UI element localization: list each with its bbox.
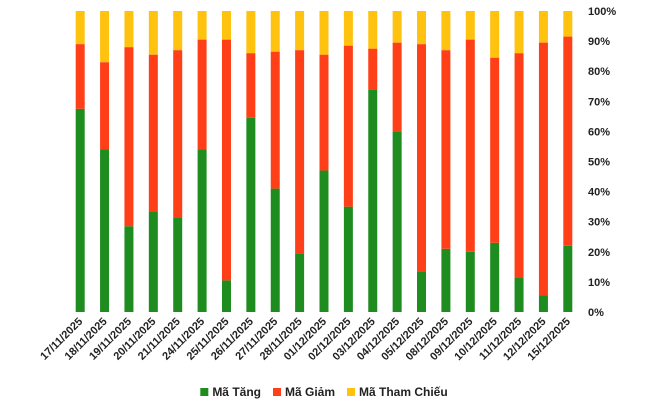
legend-label: Mã Giảm xyxy=(285,385,335,399)
bar-segment xyxy=(514,53,524,278)
y-tick-label: 0% xyxy=(588,307,604,319)
bar-segment xyxy=(417,44,427,272)
bar-segment xyxy=(319,54,329,171)
bar-segment xyxy=(100,62,110,150)
bar-segment xyxy=(246,53,256,118)
bar-segment xyxy=(319,170,329,312)
bar-segment xyxy=(197,11,207,40)
bar-segment xyxy=(270,188,280,312)
bar-segment xyxy=(368,11,378,49)
bar-segment xyxy=(148,11,158,55)
y-tick-label: 30% xyxy=(588,217,610,229)
bar-segment xyxy=(563,245,573,312)
bar-segment xyxy=(221,280,231,312)
legend-swatch xyxy=(272,388,281,396)
bar-segment xyxy=(295,11,305,51)
bar-segment xyxy=(173,11,183,51)
bar-segment xyxy=(221,39,231,281)
bar-segment xyxy=(490,242,500,312)
bar-segment xyxy=(270,11,280,52)
legend-label: Mã Tăng xyxy=(212,385,261,399)
legend-label: Mã Tham Chiếu xyxy=(359,385,448,399)
bar-segment xyxy=(124,226,134,312)
bar-segment xyxy=(490,57,500,243)
bar-segment xyxy=(417,11,427,45)
bar-segment xyxy=(75,44,85,109)
y-tick-label: 90% xyxy=(588,36,610,48)
bar-segment xyxy=(246,117,256,312)
y-tick-label: 10% xyxy=(588,277,610,289)
bar-segment xyxy=(563,36,573,246)
bar-segment xyxy=(441,50,451,249)
bar-segment xyxy=(563,11,573,37)
bar-segment xyxy=(173,50,183,218)
bar-segment xyxy=(319,11,329,55)
bar-segment xyxy=(538,42,548,296)
bar-segment xyxy=(441,248,451,312)
bar-segment xyxy=(514,11,524,54)
y-tick-label: 70% xyxy=(588,96,610,108)
y-tick-label: 20% xyxy=(588,247,610,259)
bar-segment xyxy=(75,11,85,45)
bar-segment xyxy=(295,253,305,312)
bar-segment xyxy=(221,11,231,40)
bar-segment xyxy=(465,11,475,40)
bar-segment xyxy=(417,271,427,312)
bar-segment xyxy=(392,11,402,43)
bar-segment xyxy=(490,11,500,58)
bar-segment xyxy=(392,42,402,132)
bar-segment xyxy=(441,11,451,51)
legend-swatch xyxy=(200,388,209,396)
bar-segment xyxy=(368,89,378,312)
bar-segment xyxy=(197,149,207,312)
bar-segment xyxy=(100,11,110,63)
bar-segment xyxy=(343,45,353,207)
bar-segment xyxy=(100,149,110,312)
bar-segment xyxy=(465,251,475,312)
y-tick-label: 50% xyxy=(588,157,610,169)
legend-swatch xyxy=(347,388,355,396)
y-tick-label: 80% xyxy=(588,66,610,78)
bar-segment xyxy=(148,54,158,212)
bar-segment xyxy=(124,47,134,227)
bar-segment xyxy=(173,217,183,312)
bar-segment xyxy=(514,277,524,312)
bar-segment xyxy=(368,48,378,90)
bar-segment xyxy=(392,131,402,312)
bar-segment xyxy=(124,11,134,48)
bar-segment xyxy=(538,295,548,312)
bar-segment xyxy=(343,11,353,46)
y-tick-label: 100% xyxy=(588,6,616,18)
bar-segment xyxy=(465,39,475,252)
y-tick-label: 60% xyxy=(588,126,610,138)
y-tick-label: 40% xyxy=(588,187,610,199)
bar-segment xyxy=(538,11,548,43)
bar-segment xyxy=(148,211,158,312)
bar-segment xyxy=(270,51,280,189)
bar-segment xyxy=(75,108,85,312)
bar-segment xyxy=(197,39,207,150)
bar-segment xyxy=(295,50,305,254)
bar-segment xyxy=(343,206,353,312)
bar-segment xyxy=(246,11,256,54)
